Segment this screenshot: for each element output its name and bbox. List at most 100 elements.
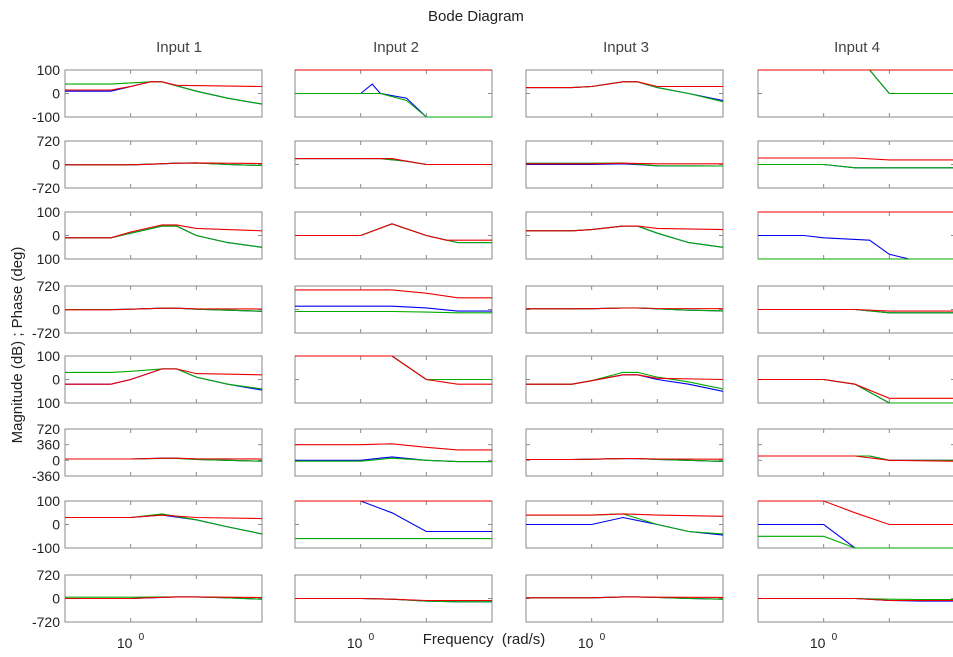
- series-line-red: [295, 289, 492, 299]
- y-tick-label: -360: [32, 468, 60, 484]
- subplot-frame: [64, 211, 263, 260]
- subplot-magnitude-row7-input4: [757, 500, 953, 549]
- subplot-magnitude-row7-input3: [525, 500, 724, 549]
- subplot-frame: [757, 428, 953, 477]
- y-tick-label: 100: [37, 493, 61, 509]
- series-line-red: [295, 443, 492, 451]
- y-tick-label: 0: [52, 372, 60, 388]
- x-tick-label: 10: [578, 635, 594, 651]
- subplot-phase-row4-input4: [757, 285, 953, 334]
- series-line-red: [65, 162, 263, 166]
- subplot-frame: [525, 211, 724, 260]
- x-tick-label: 10: [117, 635, 133, 651]
- series-line-red: [526, 162, 723, 165]
- subplot-magnitude-row7-input1: [64, 500, 263, 549]
- y-tick-label: 720: [37, 133, 61, 149]
- y-tick-label: 100: [37, 348, 61, 364]
- series-line-red: [295, 597, 492, 602]
- subplot-phase-row6-input3: [525, 428, 724, 477]
- series-line-red: [526, 596, 724, 599]
- series-line-red: [526, 225, 724, 232]
- subplot-magnitude-row3-input2: [294, 211, 493, 260]
- series-line-blue: [295, 305, 492, 312]
- y-tick-label: 0: [52, 517, 60, 533]
- series-line-red: [65, 224, 263, 239]
- y-tick-label: 0: [52, 86, 60, 102]
- subplot-phase-row6-input2: [294, 428, 493, 477]
- subplot-magnitude-row5-input1: [64, 355, 263, 404]
- subplot-magnitude-row5-input2: [294, 355, 493, 404]
- y-tick-label: -720: [32, 325, 60, 341]
- series-line-red: [526, 458, 724, 461]
- subplot-frame: [64, 428, 263, 477]
- series-line-red: [526, 81, 723, 89]
- subplot-frame: [64, 500, 263, 549]
- subplot-phase-row6-input4: [757, 428, 953, 477]
- series-line-red: [758, 500, 953, 526]
- y-axis-label: Magnitude (dB) ; Phase (deg): [9, 247, 26, 444]
- y-tick-label: 100: [37, 204, 61, 220]
- x-tick-exponent: 0: [832, 632, 838, 643]
- series-line-green: [758, 163, 953, 169]
- series-line-red: [65, 514, 263, 520]
- column-title-input-4: Input 4: [834, 39, 880, 56]
- series-line-red: [758, 157, 953, 161]
- subplot-frame: [525, 285, 724, 334]
- subplot-grid: 1000-1007200-72010001007200-720100010072…: [32, 62, 953, 651]
- y-tick-label: -100: [32, 109, 60, 125]
- subplot-magnitude-row7-input2: [294, 500, 493, 549]
- series-line-red: [295, 158, 492, 166]
- subplot-phase-row8-input1: [64, 574, 263, 623]
- y-tick-label: 0: [52, 452, 60, 468]
- series-line-green: [295, 457, 492, 463]
- subplot-frame: [294, 428, 493, 477]
- subplot-frame: [64, 355, 263, 404]
- subplot-magnitude-row5-input3: [525, 355, 724, 404]
- series-line-red: [758, 455, 953, 462]
- y-tick-label: 100: [37, 62, 61, 78]
- subplot-phase-row6-input1: [64, 428, 263, 477]
- column-title-input-2: Input 2: [373, 39, 419, 56]
- subplot-magnitude-row5-input4: [757, 355, 953, 404]
- x-tick-label: 10: [810, 635, 826, 651]
- subplot-phase-row4-input1: [64, 285, 263, 334]
- series-line-red: [526, 307, 724, 310]
- subplot-phase-row2-input3: [525, 140, 724, 189]
- y-tick-label: -720: [32, 180, 60, 196]
- y-tick-label: 0: [52, 591, 60, 607]
- series-line-green: [295, 310, 492, 314]
- series-line-red: [65, 368, 263, 385]
- y-tick-label: 720: [37, 421, 61, 437]
- series-line-red: [295, 223, 492, 241]
- x-tick-exponent: 0: [369, 632, 375, 643]
- subplot-magnitude-row3-input1: [64, 211, 263, 260]
- series-line-red: [295, 355, 492, 385]
- series-line-red: [526, 374, 724, 385]
- series-line-red: [758, 308, 953, 312]
- subplot-magnitude-row1-input1: [64, 69, 263, 118]
- y-tick-label: -720: [32, 614, 60, 630]
- column-title-input-3: Input 3: [603, 39, 649, 56]
- subplot-phase-row4-input3: [525, 285, 724, 334]
- y-tick-label: 360: [37, 437, 61, 453]
- series-line-green: [758, 535, 953, 549]
- series-line-red: [65, 307, 263, 311]
- x-tick-exponent: 0: [139, 632, 145, 643]
- y-tick-label: 720: [37, 278, 61, 294]
- subplot-phase-row8-input3: [525, 574, 724, 623]
- x-tick-exponent: 0: [600, 632, 606, 643]
- y-tick-label: 0: [52, 228, 60, 244]
- subplot-frame: [525, 428, 724, 477]
- series-line-red: [65, 457, 263, 460]
- series-line-red: [526, 513, 724, 517]
- chart-title: Bode Diagram: [428, 8, 524, 25]
- series-line-red: [65, 596, 263, 600]
- subplot-phase-row2-input4: [757, 140, 953, 189]
- y-tick-label: 720: [37, 567, 61, 583]
- x-axis-label: Frequency (rad/s): [423, 631, 546, 648]
- subplot-frame: [64, 69, 263, 118]
- column-title-input-1: Input 1: [156, 39, 202, 56]
- subplot-frame: [294, 285, 493, 334]
- subplot-frame: [294, 500, 493, 549]
